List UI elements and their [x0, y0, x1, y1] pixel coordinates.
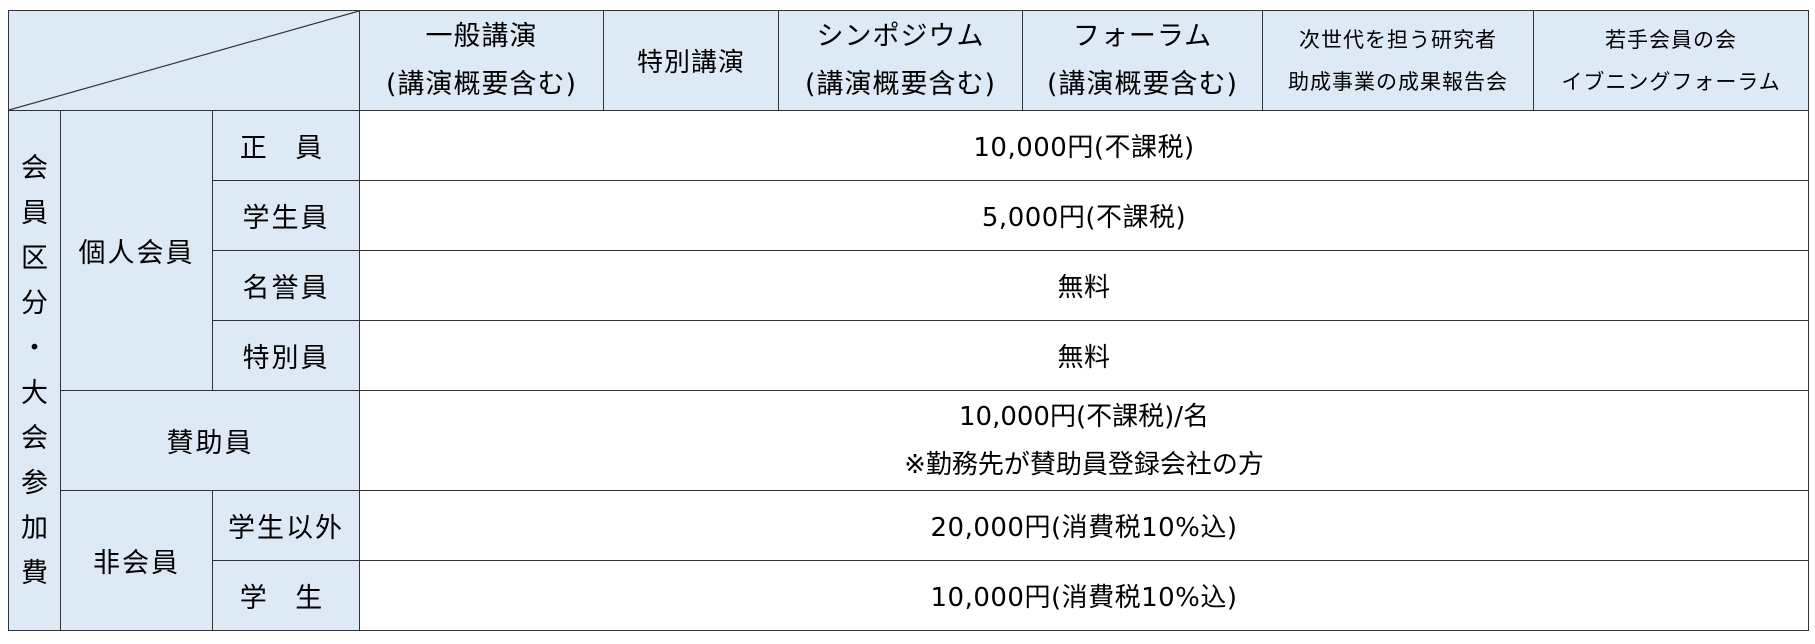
side-label-char: 分 — [21, 287, 48, 319]
column-header-next-generation-report: 次世代を担う研究者 助成事業の成果報告会 — [1262, 10, 1535, 111]
table-row: 非会員 学生以外 20,000円(消費税10%込) — [9, 490, 1810, 631]
column-header-line: 若手会員の会 — [1605, 27, 1738, 52]
side-label-char: 加 — [21, 512, 48, 544]
fee-supporting-member: 10,000円(不課税)/名 ※勤務先が賛助員登録会社の方 — [359, 390, 1810, 491]
table-row: 会 員 区 分 ・ 大 会 参 加 費 個人会員 正 員 10,000円(不課税… — [8, 110, 1810, 631]
side-label-char: ・ — [21, 332, 48, 364]
column-header-line: 一般講演 — [425, 20, 538, 52]
column-header-line: 次世代を担う研究者 — [1299, 27, 1498, 52]
column-header-forum: フォーラム (講演概要含む) — [1022, 10, 1264, 111]
fee-honorary-member: 無料 — [359, 250, 1810, 321]
side-label-char: 大 — [21, 377, 48, 409]
row-label-regular-member: 正 員 — [211, 110, 361, 181]
row-label-student-member: 学生員 — [211, 180, 361, 251]
fee-special-member: 無料 — [359, 320, 1810, 391]
side-label-char: 会 — [21, 422, 48, 454]
column-header-line: イブニングフォーラム — [1561, 69, 1781, 94]
fee-regular-member: 10,000円(不課税) — [359, 110, 1810, 181]
fee-supporting-note: ※勤務先が賛助員登録会社の方 — [904, 449, 1264, 480]
side-label-char: 員 — [21, 197, 48, 229]
table-row: 賛助員 10,000円(不課税)/名 ※勤務先が賛助員登録会社の方 — [9, 390, 1810, 491]
diagonal-line-icon — [9, 11, 359, 110]
corner-cell — [7, 10, 361, 111]
header-row: 一般講演 (講演概要含む) 特別講演 シンポジウム (講演概要含む) フォーラム… — [7, 10, 1810, 111]
fee-non-member-non-student: 20,000円(消費税10%込) — [359, 490, 1810, 561]
column-header-special-lecture: 特別講演 — [603, 10, 780, 111]
side-label-char: 会 — [21, 152, 48, 184]
table-row: 学生員 5,000円(不課税) — [9, 180, 1810, 251]
row-label-special-member: 特別員 — [211, 320, 361, 391]
side-label-member-category: 会 員 区 分 ・ 大 会 参 加 費 — [8, 110, 61, 631]
row-label-honorary-member: 名誉員 — [211, 250, 361, 321]
column-header-general-lecture: 一般講演 (講演概要含む) — [359, 10, 605, 111]
column-header-line: (講演概要含む) — [804, 68, 997, 100]
column-header-line: フォーラム — [1072, 20, 1213, 52]
group-label-non-member: 非会員 — [60, 490, 213, 631]
fee-supporting-line: 10,000円(不課税)/名 — [959, 401, 1210, 432]
column-header-line: 助成事業の成果報告会 — [1288, 69, 1509, 94]
column-header-young-member-evening-forum: 若手会員の会 イブニングフォーラム — [1533, 10, 1810, 111]
side-label-char: 費 — [21, 557, 48, 589]
participation-fee-table: 一般講演 (講演概要含む) 特別講演 シンポジウム (講演概要含む) フォーラム… — [7, 10, 1810, 631]
fee-student-member: 5,000円(不課税) — [359, 180, 1810, 251]
table-row: 名誉員 無料 — [9, 250, 1810, 321]
column-header-line: 特別講演 — [637, 48, 746, 78]
column-header-line: (講演概要含む) — [1046, 68, 1239, 100]
row-label-non-student: 学生以外 — [211, 490, 361, 561]
group-label-individual-member: 個人会員 — [60, 110, 213, 391]
side-label-char: 区 — [21, 242, 48, 274]
column-header-line: (講演概要含む) — [385, 68, 578, 100]
column-header-line: シンポジウム — [816, 20, 985, 52]
column-header-symposium: シンポジウム (講演概要含む) — [778, 10, 1024, 111]
fee-table-wrapper: 一般講演 (講演概要含む) 特別講演 シンポジウム (講演概要含む) フォーラム… — [7, 10, 1810, 631]
table-row: 特別員 無料 — [9, 320, 1810, 391]
fee-non-member-student: 10,000円(消費税10%込) — [359, 560, 1810, 631]
group-label-supporting-member: 賛助員 — [59, 390, 361, 491]
table-row: 学 生 10,000円(消費税10%込) — [9, 560, 1810, 631]
row-label-non-member-student: 学 生 — [211, 560, 361, 631]
side-label-char: 参 — [21, 467, 48, 499]
